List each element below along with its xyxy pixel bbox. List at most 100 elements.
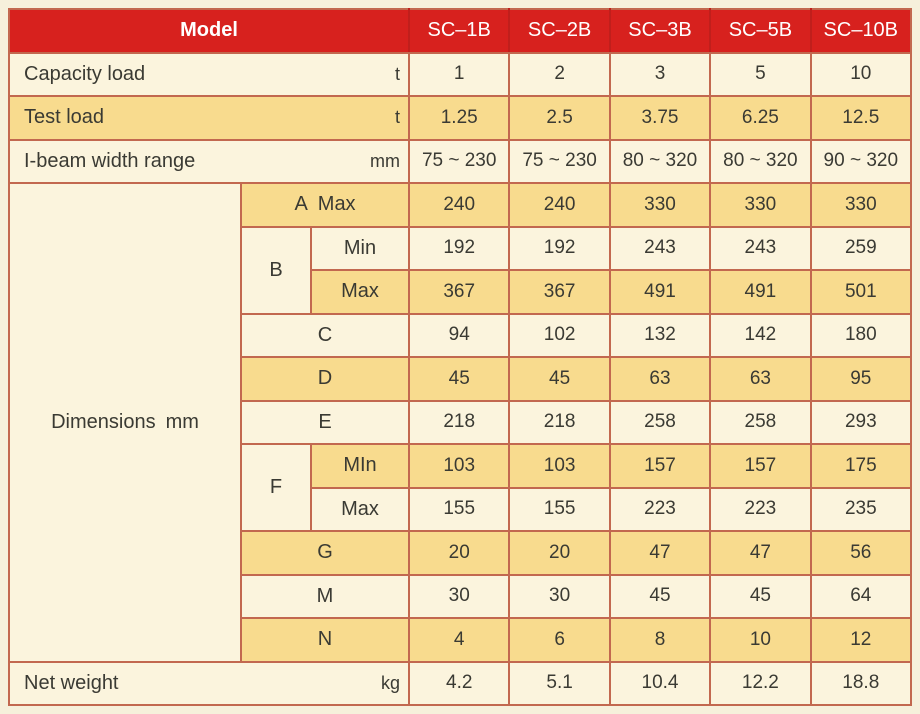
value-cell: 258 [709,399,812,445]
dim-f-max-row: Max 155 155 223 223 235 [9,486,913,532]
dimensions-label-cell: Dimensions mm [8,182,242,663]
dim-b-max-row: Max 367 367 491 491 501 [9,269,913,315]
value-cell: 330 [709,182,812,228]
dim-d-row: D 45 45 63 63 95 [9,356,913,402]
value-cell: 157 [709,443,812,489]
row-unit: mm [370,150,401,171]
value-cell: 367 [408,269,511,315]
dimension-letter-f: F [240,443,312,532]
value-cell: 20 [408,530,511,576]
dim-f-min-row: F MIn 103 103 157 157 175 [9,443,913,532]
dimension-sub-label: Min [309,225,411,271]
value-cell: 63 [709,356,812,402]
value-cell: 157 [608,443,712,489]
value-cell: 192 [508,225,611,271]
value-cell: 258 [608,399,712,445]
value-cell: 90 ~ 320 [809,138,913,184]
model-col-sc10b: SC–10B [809,8,913,54]
value-cell: 12.5 [809,95,913,141]
dim-c-row: C 94 102 132 142 180 [9,312,913,358]
net-weight-label-cell: Net weight kg [7,660,411,706]
value-cell: 218 [508,399,611,445]
value-cell: 142 [709,312,812,358]
value-cell: 330 [809,182,913,228]
value-cell: 501 [809,269,913,315]
value-cell: 45 [508,356,611,402]
value-cell: 330 [608,182,712,228]
capacity-load-label-cell: Capacity load t [7,51,411,97]
model-col-sc1b: SC–1B [408,8,511,54]
row-label: I-beam width range [24,149,196,172]
value-cell: 192 [408,225,511,271]
value-cell: 259 [809,225,913,271]
row-label: Test load [24,106,105,129]
value-cell: 491 [608,269,712,315]
value-cell: 45 [608,573,712,619]
value-cell: 4.2 [408,660,511,706]
row-label: Net weight [24,671,119,694]
value-cell: 180 [809,312,913,358]
dimension-letter-b: B [240,225,312,315]
dim-b-min-row: B Min 192 192 243 243 259 [9,225,913,315]
value-cell: 80 ~ 320 [709,138,812,184]
value-cell: 56 [809,530,913,576]
value-cell: 95 [809,356,913,402]
spec-table: Model SC–1B SC–2B SC–3B SC–5B SC–10B Cap… [7,8,913,706]
model-col-sc3b: SC–3B [608,8,712,54]
value-cell: 223 [608,486,712,532]
value-cell: 243 [608,225,712,271]
dim-g-row: G 20 20 47 47 56 [9,530,913,576]
value-cell: 223 [709,486,812,532]
value-cell: 218 [408,399,511,445]
value-cell: 3 [608,51,712,97]
value-cell: 12 [809,617,913,663]
value-cell: 5 [709,51,812,97]
value-cell: 6.25 [709,95,812,141]
value-cell: 45 [709,573,812,619]
value-cell: 10.4 [608,660,712,706]
dimension-name: D [239,356,411,402]
value-cell: 103 [508,443,611,489]
value-cell: 10 [809,51,913,97]
value-cell: 5.1 [508,660,611,706]
dimension-name: G [239,530,411,576]
value-cell: 3.75 [608,95,712,141]
value-cell: 75 ~ 230 [408,138,511,184]
value-cell: 2.5 [508,95,611,141]
dimension-sub-label: Max [309,269,411,315]
value-cell: 45 [408,356,511,402]
value-cell: 47 [709,530,812,576]
value-cell: 30 [508,573,611,619]
value-cell: 64 [809,573,913,619]
row-unit: kg [381,672,401,693]
value-cell: 155 [508,486,611,532]
value-cell: 63 [608,356,712,402]
net-weight-row: Net weight kg 4.2 5.1 10.4 12.2 18.8 [7,660,913,706]
value-cell: 8 [608,617,712,663]
value-cell: 18.8 [809,660,913,706]
value-cell: 240 [408,182,511,228]
dimension-name: A Max [239,182,411,228]
value-cell: 103 [408,443,511,489]
ibeam-width-row: I-beam width range mm 75 ~ 230 75 ~ 230 … [7,138,913,184]
value-cell: 2 [508,51,611,97]
value-cell: 10 [709,617,812,663]
value-cell: 1.25 [408,95,511,141]
value-cell: 293 [809,399,913,445]
value-cell: 243 [709,225,812,271]
value-cell: 30 [408,573,511,619]
value-cell: 1 [408,51,511,97]
value-cell: 132 [608,312,712,358]
value-cell: 155 [408,486,511,532]
value-cell: 4 [408,617,511,663]
value-cell: 491 [709,269,812,315]
row-label: Capacity load [24,62,146,85]
row-unit: t [395,107,401,128]
value-cell: 6 [508,617,611,663]
value-cell: 47 [608,530,712,576]
model-col-sc2b: SC–2B [508,8,611,54]
ibeam-width-label-cell: I-beam width range mm [7,138,411,184]
value-cell: 235 [809,486,913,532]
dimension-sub-label: Max [309,486,411,532]
